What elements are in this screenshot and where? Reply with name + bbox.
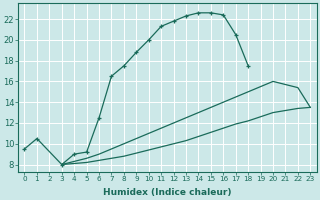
- X-axis label: Humidex (Indice chaleur): Humidex (Indice chaleur): [103, 188, 232, 197]
